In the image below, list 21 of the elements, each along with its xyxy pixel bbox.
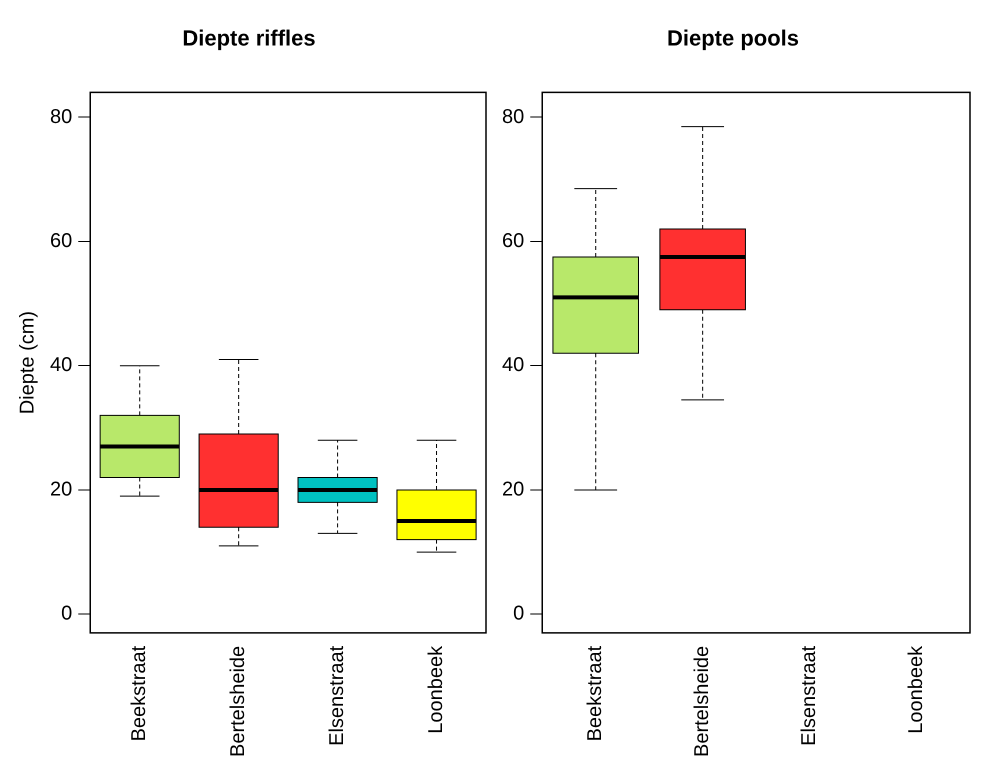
x-tick-label: Elsenstraat [326, 645, 348, 746]
x-tick-label: Loonbeek [425, 644, 448, 734]
y-tick-label: 80 [50, 106, 72, 128]
x-tick-label: Bertelsheide [227, 646, 250, 758]
y-tick-label: 20 [502, 478, 524, 500]
x-tick-label: Beekstraat [584, 645, 606, 742]
x-tick-label: Bertelsheide [691, 646, 714, 758]
y-tick-label: 40 [502, 354, 524, 376]
y-tick-label: 60 [50, 230, 72, 252]
y-tick-label: 60 [502, 230, 524, 252]
x-tick-label: Elsenstraat [798, 645, 820, 746]
y-tick-label: 0 [61, 602, 72, 625]
y-tick-label: 40 [50, 354, 72, 376]
y-tick-label: 20 [50, 478, 72, 500]
y-tick-label: 0 [513, 602, 524, 625]
y-axis-title: Diepte (cm) [16, 310, 39, 414]
chart-title: Diepte riffles [182, 25, 316, 50]
chart-title: Diepte pools [666, 25, 800, 50]
x-tick-label: Beekstraat [128, 645, 150, 742]
y-tick-label: 80 [502, 106, 524, 128]
x-tick-label: Loonbeek [905, 644, 928, 734]
